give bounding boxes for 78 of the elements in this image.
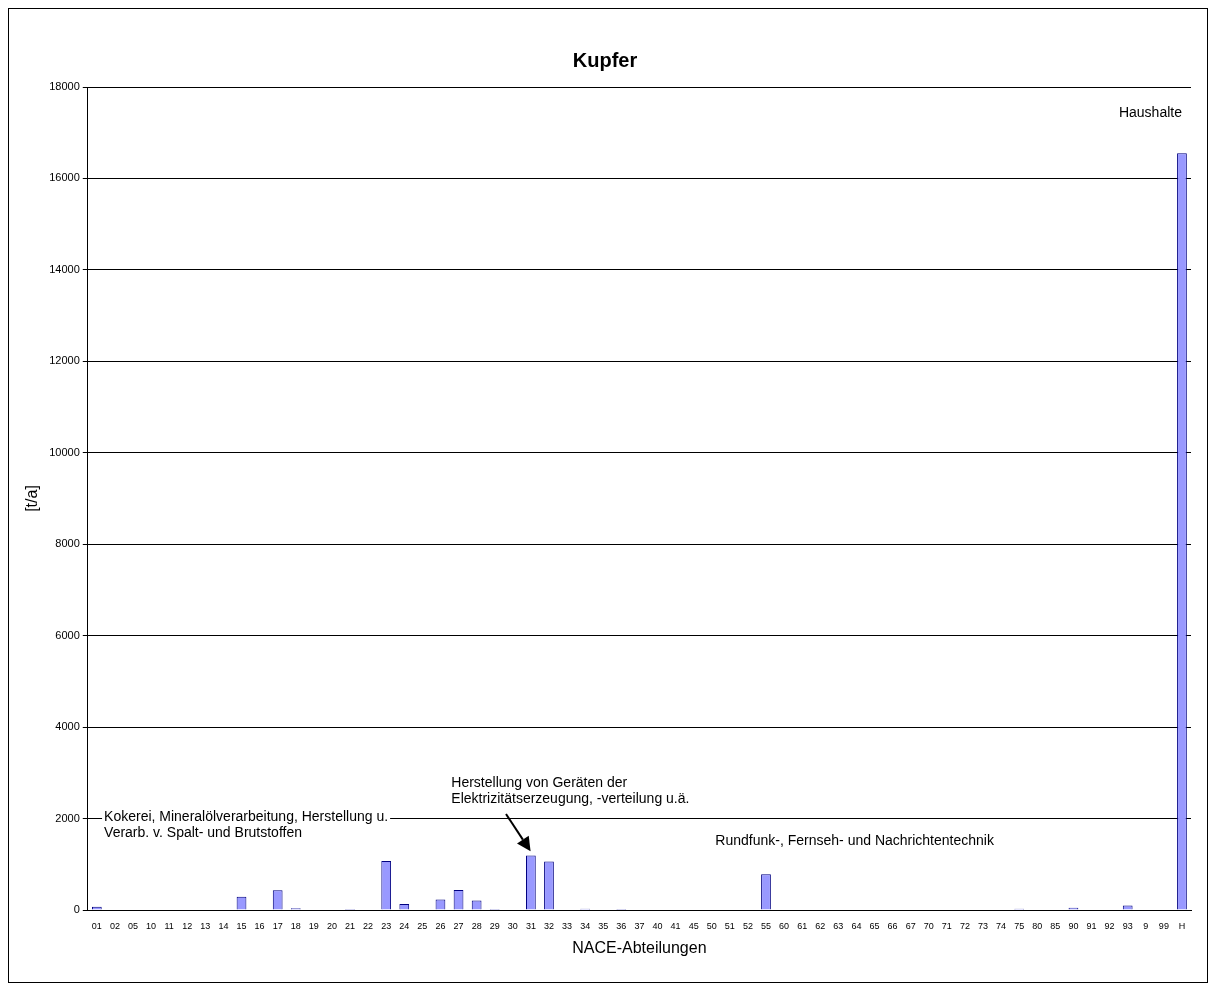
x-tick-label: 64 (851, 920, 862, 931)
x-tick-label: 17 (272, 920, 283, 931)
x-tick-label: 11 (164, 920, 174, 931)
annotation: Herstellung von Geräten der Elektrizitätserzeugung, -verteilung u.ä. (451, 774, 690, 807)
x-tick-label: 30 (507, 920, 518, 931)
x-tick-label: 01 (91, 920, 102, 931)
x-tick-label: 23 (381, 920, 392, 931)
x-tick-label: 33 (562, 920, 573, 931)
y-axis-title: [t/a] (23, 485, 41, 512)
x-tick-label: 51 (724, 920, 735, 931)
x-tick-label: 28 (471, 920, 482, 931)
x-tick-label: H (1178, 920, 1186, 931)
x-tick-label: 10 (146, 920, 157, 931)
x-tick-label: 62 (815, 920, 826, 931)
x-tick-label: 60 (779, 920, 790, 931)
x-tick-label: 34 (580, 920, 591, 931)
x-tick-label: 16 (254, 920, 265, 931)
x-tick-label: 63 (833, 920, 844, 931)
x-tick-label: 41 (670, 920, 681, 931)
x-tick-label: 13 (200, 920, 211, 931)
x-tick-label: 50 (706, 920, 717, 931)
y-tick-label: 18000 (49, 80, 80, 93)
x-tick-label: 55 (760, 920, 771, 931)
x-tick-label: 20 (326, 920, 337, 931)
x-tick-label: 90 (1068, 920, 1079, 931)
x-tick-label: 31 (525, 920, 536, 931)
x-tick-label: 75 (1014, 920, 1025, 931)
annotation: Kokerei, Mineralölverarbeitung, Herstellung u. Verarb. v. Spalt- und Brutstoffen (104, 808, 389, 841)
x-tick-label: 73 (978, 920, 989, 931)
x-tick-label: 52 (742, 920, 753, 931)
y-tick-label: 16000 (49, 171, 80, 184)
x-tick-label: 80 (1032, 920, 1043, 931)
x-tick-label: 12 (182, 920, 193, 931)
x-tick-label: 27 (453, 920, 464, 931)
x-tick-label: 66 (887, 920, 898, 931)
x-tick-label: 37 (634, 920, 645, 931)
y-tick-label: 12000 (49, 354, 80, 367)
x-tick-label: 92 (1104, 920, 1115, 931)
y-tick-label: 4000 (55, 720, 80, 733)
x-tick-label: 26 (435, 920, 446, 931)
x-tick-label: 14 (218, 920, 229, 931)
x-tick-label: 22 (363, 920, 374, 931)
x-tick-label: 45 (688, 920, 699, 931)
x-tick-label: 72 (959, 920, 970, 931)
chart-title: Kupfer (572, 48, 638, 71)
x-tick-label: 36 (616, 920, 627, 931)
y-tick-label: 10000 (49, 445, 80, 458)
x-tick-label: 21 (345, 920, 356, 931)
y-tick-label: 2000 (55, 811, 80, 824)
x-tick-label: 70 (923, 920, 934, 931)
y-tick-label: 6000 (55, 628, 80, 641)
y-tick-label: 14000 (49, 262, 80, 275)
x-tick-label: 19 (308, 920, 319, 931)
y-tick-label: 8000 (55, 537, 80, 550)
x-tick-label: 24 (399, 920, 410, 931)
x-tick-label: 93 (1122, 920, 1133, 931)
x-tick-label: 35 (598, 920, 609, 931)
x-tick-label: 32 (543, 920, 554, 931)
x-tick-label: 74 (996, 920, 1007, 931)
annotation: Haushalte (1118, 104, 1183, 121)
annotation: Rundfunk-, Fernseh- und Nachrichtentechnik (715, 832, 995, 849)
x-tick-label: 67 (905, 920, 916, 931)
x-tick-label: 40 (652, 920, 663, 931)
x-tick-label: 15 (236, 920, 247, 931)
x-tick-label: 85 (1050, 920, 1061, 931)
x-tick-label: 29 (489, 920, 500, 931)
x-tick-label: 71 (941, 920, 952, 931)
x-tick-label: 61 (797, 920, 808, 931)
x-tick-label: 02 (109, 920, 120, 931)
x-tick-label: 99 (1158, 920, 1169, 931)
x-tick-label: 05 (127, 920, 139, 931)
x-tick-label: 65 (869, 920, 880, 931)
y-tick-label: 0 (73, 903, 80, 916)
x-tick-label: 18 (290, 920, 301, 931)
x-axis-title: NACE-Abteilungen (572, 938, 707, 956)
x-tick-label: 91 (1086, 920, 1097, 931)
x-tick-label: 9 (1143, 920, 1149, 931)
x-tick-label: 25 (417, 920, 428, 931)
